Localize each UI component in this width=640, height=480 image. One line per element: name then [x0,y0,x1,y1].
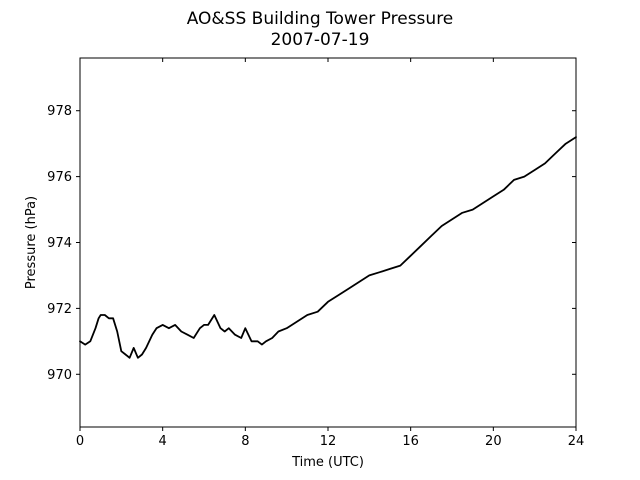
pressure-series-line [79,136,577,359]
x-axis-label: Time (UTC) [291,455,364,470]
axes-frame [79,57,577,428]
x-tick-label: 12 [320,434,337,449]
y-axis-label: Pressure (hPa) [24,196,39,289]
x-tick-label: 16 [402,434,419,449]
x-tick-label: 4 [159,434,167,449]
y-tick-label: 972 [47,302,72,317]
x-tick-label: 0 [76,434,84,449]
x-axis: 0 4 8 12 16 20 24 [76,58,584,449]
x-tick-label: 8 [241,434,249,449]
y-tick-label: 976 [47,170,72,185]
chart-title: AO&SS Building Tower Pressure [187,9,454,29]
plot-area [79,136,577,359]
y-tick-label: 974 [47,236,72,251]
chart-subtitle: 2007-07-19 [271,30,370,50]
y-axis: 970 972 974 976 978 [47,104,576,383]
y-tick-label: 970 [47,368,72,383]
y-tick-label: 978 [47,104,72,119]
x-tick-label: 24 [568,434,585,449]
x-tick-label: 20 [485,434,502,449]
